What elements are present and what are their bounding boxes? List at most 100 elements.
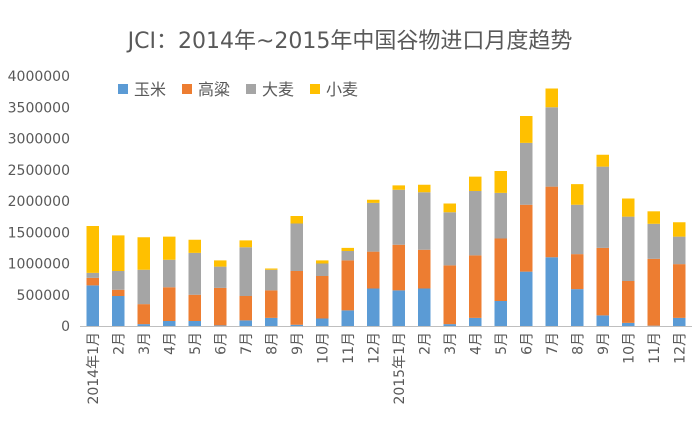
x-tick-label: 8月: [570, 332, 586, 355]
bar-segment: [367, 251, 380, 289]
y-tick-label: 1500000: [8, 225, 70, 241]
x-tick-label: 2014年1月: [86, 332, 102, 405]
bars: [86, 88, 686, 327]
bar-segment: [341, 251, 354, 261]
x-tick-label: 7月: [545, 332, 561, 355]
bar-segment: [316, 276, 329, 319]
legend-swatch: [310, 84, 320, 94]
bar-segment: [443, 212, 456, 266]
bar-segment: [86, 226, 99, 273]
x-tick-label: 9月: [290, 332, 306, 355]
bar-segment: [622, 281, 635, 323]
bar-segment: [188, 239, 201, 253]
bar-segment: [494, 238, 507, 301]
bar-segment: [239, 247, 252, 296]
bar-segment: [214, 260, 227, 267]
bar-segment: [341, 260, 354, 311]
bar-segment: [188, 294, 201, 321]
y-tick-label: 2000000: [8, 194, 70, 210]
bar-segment: [86, 285, 99, 327]
bar-segment: [367, 288, 380, 326]
bar-segment: [418, 288, 431, 326]
bar-segment: [469, 176, 482, 192]
bar-segment: [316, 318, 329, 326]
bar-segment: [112, 271, 125, 290]
bar-segment: [86, 277, 99, 286]
bar-segment: [214, 325, 227, 327]
bar-segment: [265, 268, 278, 270]
bar-segment: [316, 260, 329, 264]
legend-label: 高粱: [198, 80, 230, 99]
legend-label: 玉米: [134, 80, 166, 99]
legend-swatch: [118, 84, 128, 94]
legend-swatch: [182, 84, 192, 94]
bar-segment: [520, 142, 533, 205]
x-axis: 2014年1月 2月 3月 4月 5月 6月 7月 8月 9月 10月 11月 12月 2015年1月 2…: [80, 326, 692, 405]
x-tick-label: 12月: [672, 332, 688, 364]
bar-segment: [316, 263, 329, 276]
bar-segment: [367, 202, 380, 252]
bar-segment: [392, 290, 405, 327]
bar-segment: [265, 290, 278, 318]
x-tick-label: 9月: [596, 332, 612, 355]
x-tick-label: 6月: [519, 332, 535, 355]
bar-segment: [673, 317, 686, 327]
bar-segment: [239, 320, 252, 327]
bar-segment: [137, 324, 150, 327]
bar-segment: [214, 266, 227, 288]
bar-segment: [596, 315, 609, 327]
bar-segment: [443, 265, 456, 325]
bar-segment: [571, 289, 584, 327]
y-tick-label: 0: [61, 319, 70, 335]
bar-segment: [469, 191, 482, 256]
chart-title: JCI：2014年~2015年中国谷物进口月度趋势: [126, 29, 573, 54]
x-tick-label: 7月: [239, 332, 255, 355]
x-tick-label: 8月: [264, 332, 280, 355]
bar-segment: [494, 171, 507, 193]
bar-segment: [622, 322, 635, 327]
bar-segment: [647, 223, 660, 259]
bar-segment: [469, 317, 482, 327]
bar-segment: [443, 203, 456, 213]
bar-segment: [622, 216, 635, 282]
bar-segment: [494, 192, 507, 239]
bar-segment: [367, 199, 380, 203]
bar-segment: [290, 216, 303, 224]
bar-segment: [137, 237, 150, 270]
x-tick-label: 2月: [417, 332, 433, 355]
bar-segment: [673, 236, 686, 265]
y-tick-label: 500000: [17, 288, 70, 304]
bar-segment: [418, 249, 431, 289]
y-tick-label: 4000000: [8, 69, 70, 85]
bar-segment: [214, 287, 227, 326]
x-tick-label: 10月: [315, 332, 331, 364]
bar-segment: [545, 257, 558, 326]
x-tick-label: 4月: [468, 332, 484, 355]
bar-segment: [647, 211, 660, 224]
x-tick-label: 2月: [111, 332, 127, 355]
y-tick-label: 2500000: [8, 163, 70, 179]
bar-segment: [86, 272, 99, 278]
y-tick-label: 3500000: [8, 100, 70, 116]
x-tick-label: 3月: [137, 332, 153, 355]
legend-swatch: [246, 84, 256, 94]
x-tick-label: 2015年1月: [392, 332, 408, 405]
bar-segment: [520, 116, 533, 143]
bar-segment: [163, 236, 176, 260]
bar-segment: [418, 192, 431, 250]
bar-segment: [163, 259, 176, 288]
bar-segment: [112, 235, 125, 272]
bar-segment: [239, 240, 252, 248]
x-tick-label: 4月: [162, 332, 178, 355]
bar-segment: [392, 244, 405, 291]
bar-segment: [494, 301, 507, 326]
bar-segment: [239, 296, 252, 321]
bar-segment: [673, 264, 686, 318]
bar-segment: [596, 154, 609, 167]
bar-segment: [137, 269, 150, 305]
bar-segment: [596, 247, 609, 316]
bar-segment: [571, 254, 584, 290]
x-tick-label: 3月: [443, 332, 459, 355]
bar-segment: [341, 310, 354, 327]
bar-segment: [341, 247, 354, 252]
